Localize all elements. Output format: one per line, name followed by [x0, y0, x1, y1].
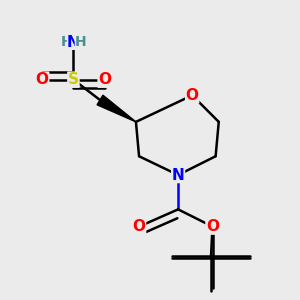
- Text: N: N: [172, 167, 184, 182]
- Text: O: O: [98, 72, 111, 87]
- Text: O: O: [186, 88, 199, 103]
- Text: N: N: [67, 35, 80, 50]
- Text: O: O: [133, 219, 146, 234]
- Text: H: H: [75, 35, 87, 49]
- Text: O: O: [36, 72, 49, 87]
- Polygon shape: [97, 95, 136, 122]
- Text: H: H: [60, 35, 72, 49]
- Text: S: S: [68, 72, 79, 87]
- Text: O: O: [206, 219, 219, 234]
